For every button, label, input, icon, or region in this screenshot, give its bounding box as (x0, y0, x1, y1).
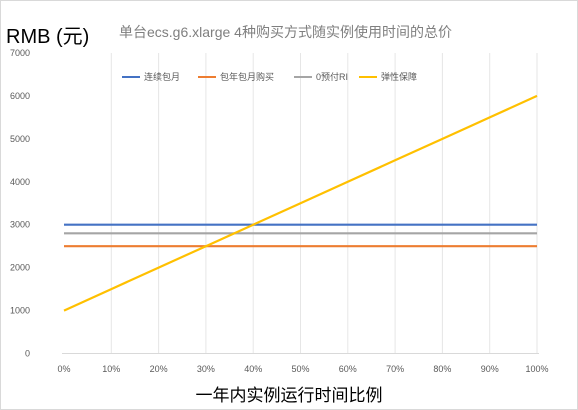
x-tick-label: 20% (150, 364, 168, 374)
x-tick-label: 0% (57, 364, 70, 374)
series-line (63, 94, 538, 312)
y-tick-label: 6000 (10, 91, 30, 101)
x-tick-label: 70% (386, 364, 404, 374)
x-tick-label: 90% (481, 364, 499, 374)
y-tick-label: 0 (25, 349, 30, 359)
x-tick-label: 30% (197, 364, 215, 374)
legend-label: 弹性保障 (381, 71, 417, 82)
legend: 连续包月 包年包月购买 0预付RI 弹性保障 (122, 71, 417, 82)
y-tick-label: 4000 (10, 177, 30, 187)
y-tick-label: 5000 (10, 134, 30, 144)
chart-title: 单台ecs.g6.xlarge 4种购买方式随实例使用时间的总价 (119, 24, 452, 40)
legend-label: 0预付RI (316, 72, 348, 82)
series-lines (63, 94, 538, 312)
legend-label: 包年包月购买 (220, 71, 274, 82)
legend-label: 连续包月 (144, 71, 180, 82)
gridlines (110, 53, 538, 354)
x-axis-label: 一年内实例运行时间比例 (195, 386, 383, 405)
x-tick-label: 40% (244, 364, 262, 374)
x-tick-label: 60% (339, 364, 357, 374)
y-tick-label: 7000 (10, 48, 30, 58)
y-tick-label: 3000 (10, 220, 30, 230)
y-tick-label: 1000 (10, 306, 30, 316)
axes: 0 1000 2000 3000 4000 5000 6000 7000 0% 10% 20% 30%… (10, 48, 549, 374)
y-axis-label: RMB (元) (6, 26, 90, 48)
x-tick-label: 80% (433, 364, 451, 374)
x-tick-label: 10% (102, 364, 120, 374)
x-tick-label: 50% (291, 364, 309, 374)
y-tick-label: 2000 (10, 263, 30, 273)
x-tick-label: 100% (525, 364, 548, 374)
